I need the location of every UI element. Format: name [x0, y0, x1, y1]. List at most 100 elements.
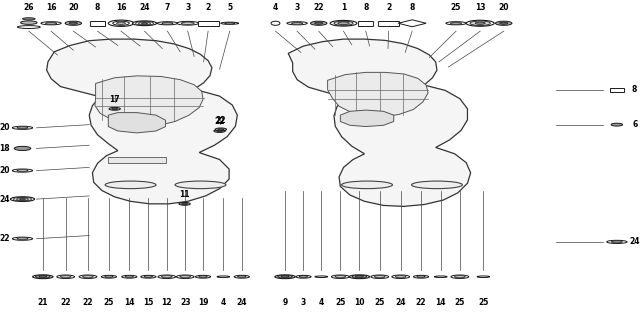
Ellipse shape	[101, 275, 116, 278]
Ellipse shape	[12, 169, 33, 172]
Bar	[610, 88, 624, 92]
Ellipse shape	[79, 275, 97, 278]
Text: 10: 10	[354, 298, 365, 307]
Ellipse shape	[175, 181, 226, 189]
Polygon shape	[108, 113, 166, 133]
Text: 22: 22	[83, 298, 93, 307]
Text: 15: 15	[143, 298, 154, 307]
Ellipse shape	[281, 276, 289, 278]
Text: 22: 22	[416, 298, 426, 307]
Ellipse shape	[300, 276, 308, 278]
Ellipse shape	[287, 22, 307, 25]
Text: 17: 17	[109, 95, 120, 104]
Ellipse shape	[108, 20, 134, 26]
Ellipse shape	[22, 18, 35, 20]
Ellipse shape	[39, 276, 47, 278]
Ellipse shape	[12, 126, 33, 130]
Ellipse shape	[417, 276, 425, 278]
Ellipse shape	[162, 22, 173, 24]
Ellipse shape	[451, 22, 461, 24]
Ellipse shape	[221, 22, 239, 24]
Ellipse shape	[234, 275, 250, 278]
Text: 3: 3	[301, 298, 306, 307]
Text: 1: 1	[341, 3, 346, 12]
Ellipse shape	[330, 20, 357, 26]
Text: 2: 2	[205, 3, 211, 12]
Ellipse shape	[396, 276, 406, 278]
Text: 3: 3	[294, 3, 300, 12]
Bar	[108, 157, 166, 163]
Ellipse shape	[122, 275, 137, 278]
Ellipse shape	[342, 181, 392, 189]
Ellipse shape	[225, 23, 235, 24]
Ellipse shape	[57, 275, 75, 278]
Text: 22: 22	[216, 116, 226, 125]
Text: 8: 8	[632, 85, 637, 94]
Ellipse shape	[275, 275, 295, 278]
Ellipse shape	[334, 21, 353, 25]
Ellipse shape	[412, 181, 462, 189]
Text: 9: 9	[282, 298, 287, 307]
Ellipse shape	[392, 275, 410, 278]
Ellipse shape	[291, 22, 303, 24]
Ellipse shape	[296, 275, 311, 278]
Text: 25: 25	[104, 298, 114, 307]
Text: 25: 25	[451, 3, 461, 12]
Ellipse shape	[355, 276, 364, 278]
Ellipse shape	[12, 237, 33, 240]
Ellipse shape	[105, 181, 156, 189]
Ellipse shape	[65, 21, 82, 25]
Ellipse shape	[182, 203, 188, 204]
Ellipse shape	[271, 21, 280, 25]
Text: 11: 11	[179, 190, 190, 199]
Ellipse shape	[17, 26, 40, 28]
Text: 12: 12	[161, 298, 172, 307]
Text: 24: 24	[140, 3, 150, 12]
Text: 22: 22	[314, 3, 324, 12]
Ellipse shape	[60, 276, 71, 278]
Ellipse shape	[20, 21, 37, 24]
Ellipse shape	[113, 21, 129, 25]
Text: 18: 18	[0, 144, 10, 153]
Ellipse shape	[157, 22, 177, 25]
Text: 4: 4	[221, 298, 226, 307]
Text: 20: 20	[0, 123, 10, 132]
Ellipse shape	[33, 275, 53, 278]
Ellipse shape	[446, 22, 466, 25]
Ellipse shape	[83, 276, 93, 278]
Ellipse shape	[19, 198, 26, 200]
Text: 16: 16	[116, 3, 126, 12]
Ellipse shape	[315, 22, 323, 24]
Ellipse shape	[237, 276, 246, 278]
Ellipse shape	[217, 130, 223, 132]
Ellipse shape	[109, 108, 120, 110]
Ellipse shape	[41, 22, 61, 25]
Ellipse shape	[215, 128, 227, 131]
Text: 20: 20	[68, 3, 79, 12]
Ellipse shape	[199, 276, 207, 278]
Polygon shape	[328, 72, 428, 117]
Ellipse shape	[141, 275, 156, 278]
Ellipse shape	[435, 276, 447, 278]
Ellipse shape	[17, 238, 28, 240]
Ellipse shape	[144, 276, 152, 278]
Ellipse shape	[116, 22, 125, 24]
Text: 25: 25	[374, 298, 385, 307]
Ellipse shape	[374, 276, 385, 278]
Ellipse shape	[141, 23, 148, 24]
Ellipse shape	[218, 129, 224, 130]
Text: 14: 14	[436, 298, 446, 307]
Ellipse shape	[180, 276, 191, 278]
Bar	[90, 21, 105, 26]
Text: 20: 20	[0, 166, 10, 175]
Ellipse shape	[454, 276, 465, 278]
Text: 8: 8	[410, 3, 415, 12]
Ellipse shape	[69, 22, 77, 24]
Text: 25: 25	[454, 298, 465, 307]
Text: 25: 25	[335, 298, 346, 307]
Text: 4: 4	[319, 298, 324, 307]
Ellipse shape	[451, 275, 468, 278]
Text: 3: 3	[185, 3, 190, 12]
Text: 20: 20	[499, 3, 509, 12]
Text: 23: 23	[180, 298, 191, 307]
